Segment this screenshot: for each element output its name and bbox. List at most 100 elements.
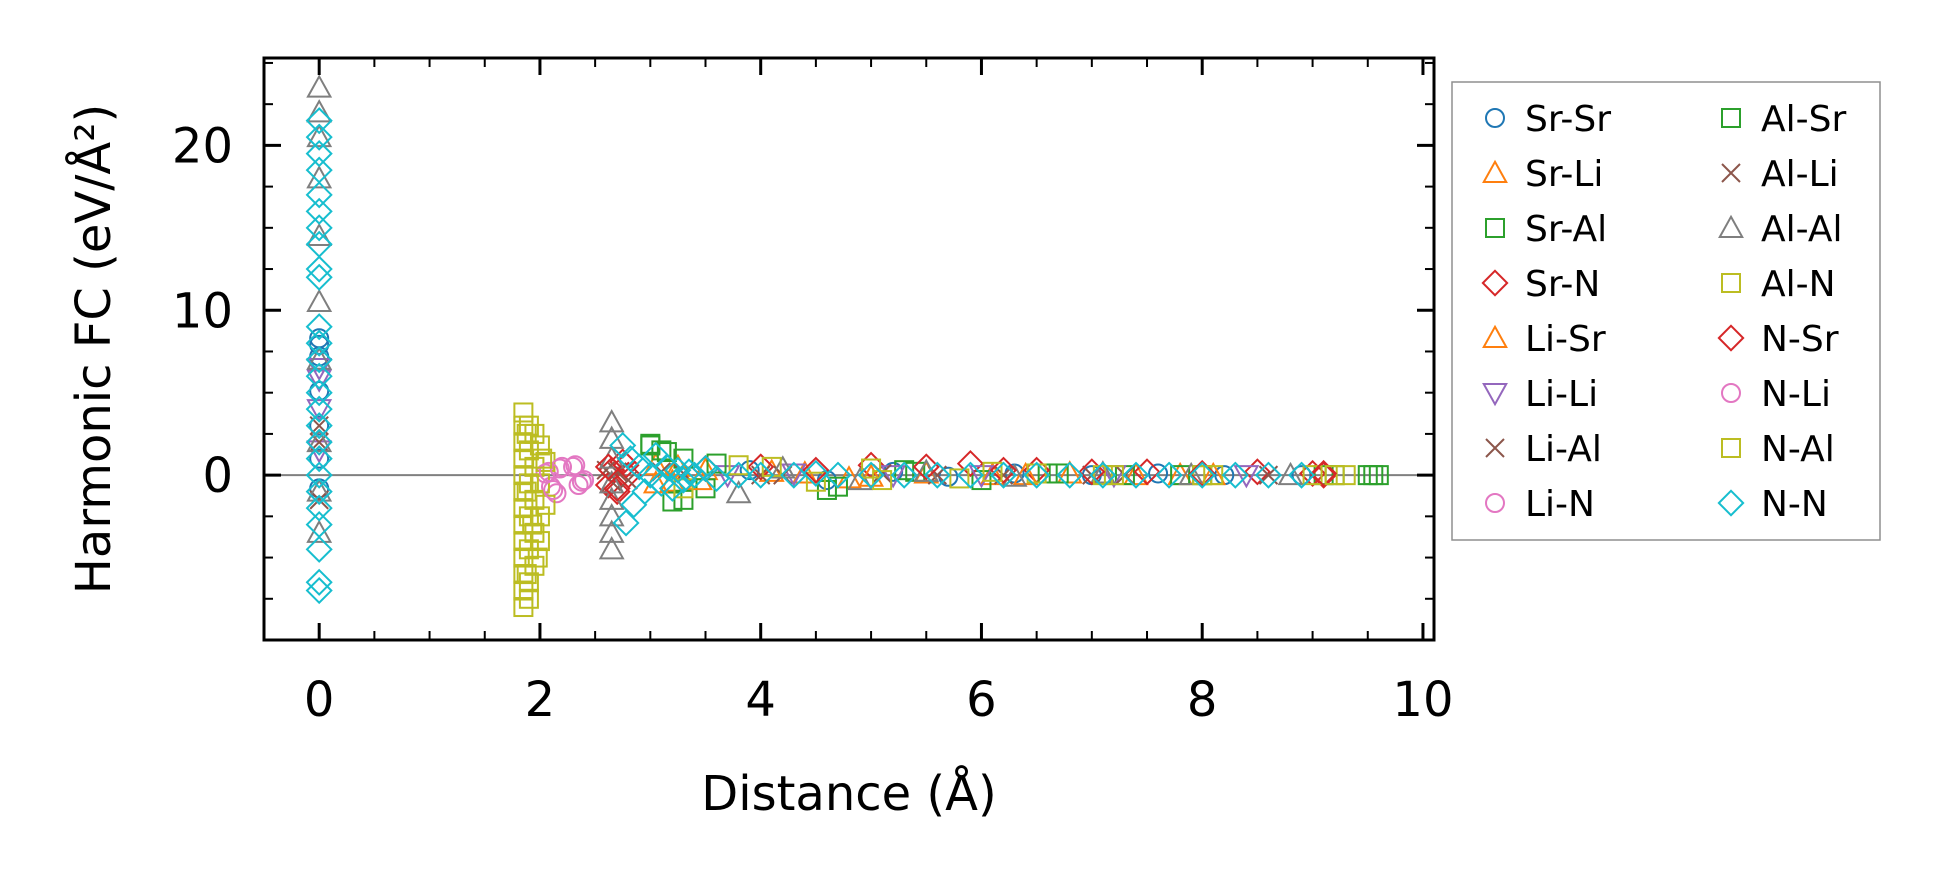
data-point bbox=[982, 461, 1003, 482]
data-point bbox=[747, 461, 775, 489]
data-point bbox=[305, 395, 333, 423]
data-point bbox=[574, 470, 595, 491]
x-tick-label: 4 bbox=[745, 672, 776, 728]
legend-marker bbox=[1717, 324, 1745, 352]
legend-label: Al-Sr bbox=[1761, 99, 1846, 140]
data-point bbox=[1056, 460, 1083, 484]
data-point bbox=[675, 458, 703, 486]
data-point bbox=[306, 478, 333, 502]
data-point bbox=[598, 470, 625, 494]
data-point bbox=[662, 491, 683, 512]
legend-label: N-N bbox=[1761, 484, 1828, 525]
data-point bbox=[522, 514, 543, 535]
data-point bbox=[847, 466, 873, 491]
data-point bbox=[305, 197, 333, 225]
data-point bbox=[1089, 461, 1117, 489]
y-tick-label: 10 bbox=[172, 283, 233, 339]
data-point bbox=[563, 456, 584, 477]
data-point bbox=[305, 568, 333, 596]
data-point bbox=[305, 362, 333, 390]
data-point bbox=[305, 535, 333, 563]
data-point bbox=[1363, 465, 1384, 486]
data-point bbox=[714, 465, 741, 489]
data-point bbox=[305, 140, 333, 168]
data-point bbox=[305, 255, 333, 283]
legend-label: Sr-Sr bbox=[1525, 99, 1611, 140]
legend-marker bbox=[1482, 383, 1508, 407]
legend-entry: Sr-Sr bbox=[1485, 99, 1611, 140]
data-point bbox=[306, 346, 333, 370]
data-point bbox=[780, 463, 807, 487]
data-point bbox=[305, 329, 333, 357]
data-point bbox=[1122, 461, 1150, 489]
data-point bbox=[305, 214, 333, 242]
data-point bbox=[516, 481, 537, 502]
data-point bbox=[309, 448, 330, 469]
data-point bbox=[1335, 465, 1356, 486]
data-point bbox=[664, 456, 692, 484]
legend-marker bbox=[1485, 108, 1505, 128]
data-point bbox=[306, 428, 333, 453]
data-point bbox=[802, 456, 830, 484]
data-point bbox=[728, 455, 749, 476]
x-tick-label: 10 bbox=[1392, 672, 1453, 728]
data-point bbox=[1221, 461, 1249, 489]
data-point bbox=[306, 74, 333, 98]
legend-label: Al-Al bbox=[1761, 209, 1842, 250]
x-tick-label: 6 bbox=[966, 672, 997, 728]
series-n-al bbox=[516, 423, 1345, 585]
data-point bbox=[1078, 458, 1106, 486]
plot-frame bbox=[262, 56, 1436, 642]
legend-marker bbox=[1721, 273, 1741, 293]
data-point bbox=[516, 564, 537, 585]
data-point bbox=[653, 453, 681, 481]
legend-entry: N-Sr bbox=[1717, 319, 1839, 360]
data-point bbox=[968, 465, 995, 489]
x-tick-label: 8 bbox=[1187, 672, 1218, 728]
legend-label: Sr-N bbox=[1525, 264, 1600, 305]
y-tick-label: 20 bbox=[172, 118, 233, 174]
data-point bbox=[1178, 461, 1205, 486]
data-point bbox=[805, 471, 826, 492]
data-point bbox=[894, 460, 915, 481]
legend-marker bbox=[1721, 108, 1741, 128]
data-point bbox=[956, 461, 984, 489]
data-point bbox=[598, 503, 625, 527]
series-li-n bbox=[535, 455, 595, 504]
data-point bbox=[1310, 459, 1338, 488]
data-point bbox=[857, 461, 885, 489]
data-point bbox=[538, 461, 559, 482]
data-point bbox=[305, 379, 333, 407]
data-point bbox=[306, 99, 333, 123]
data-point bbox=[780, 461, 808, 489]
data-point bbox=[1277, 461, 1304, 486]
data-point bbox=[571, 471, 592, 492]
legend-entry: N-N bbox=[1717, 484, 1828, 525]
data-point bbox=[513, 402, 534, 423]
legend-entry: Sr-N bbox=[1481, 264, 1600, 305]
data-point bbox=[609, 431, 637, 460]
y-tick-label: 0 bbox=[202, 448, 233, 504]
data-point bbox=[1037, 463, 1058, 484]
legend-entry: N-Al bbox=[1721, 429, 1835, 470]
legend-entry: Sr-Al bbox=[1485, 209, 1607, 250]
legend-marker bbox=[1482, 324, 1508, 348]
data-point bbox=[824, 461, 852, 489]
legend: Sr-Sr Sr-Li Sr-Al Sr-N Li-Sr Li-Li Li-Al Li-N Al… bbox=[1451, 81, 1881, 541]
legend-entry: Al-Li bbox=[1721, 154, 1839, 195]
legend-label: N-Li bbox=[1761, 374, 1831, 415]
data-point bbox=[1023, 461, 1051, 489]
legend-marker bbox=[1482, 159, 1508, 183]
data-point bbox=[516, 423, 537, 444]
legend-entry: Li-N bbox=[1485, 484, 1595, 525]
data-point bbox=[739, 460, 760, 481]
legend-marker bbox=[1721, 438, 1741, 458]
legend-marker bbox=[1721, 383, 1741, 403]
data-point bbox=[827, 476, 848, 497]
legend-marker bbox=[1481, 269, 1509, 297]
data-point bbox=[890, 461, 918, 489]
data-point bbox=[656, 442, 677, 463]
data-point bbox=[979, 461, 1006, 486]
legend-entry: N-Li bbox=[1721, 374, 1831, 415]
data-point bbox=[1148, 463, 1169, 484]
